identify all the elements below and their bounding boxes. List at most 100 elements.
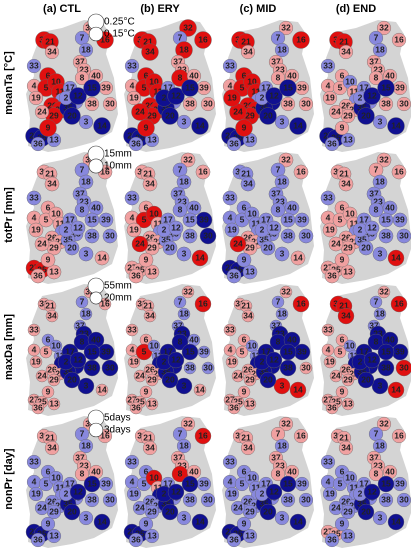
station-marker — [142, 440, 158, 456]
station-label: 8 — [276, 468, 281, 478]
station-label: 29 — [49, 374, 59, 384]
station-label: 10 — [345, 340, 355, 350]
legend-label: 55mm — [104, 281, 132, 292]
station-label: 36 — [33, 138, 43, 148]
station-marker — [28, 222, 44, 238]
station-marker — [274, 42, 290, 58]
station-label: 37 — [369, 320, 379, 330]
station-marker — [44, 176, 60, 192]
station-label: 38 — [381, 494, 391, 504]
station-label: 21 — [241, 300, 251, 310]
station-label: 40 — [189, 70, 199, 80]
station-marker — [372, 174, 388, 190]
station-label: 15 — [283, 82, 293, 92]
station-label: 6 — [144, 334, 149, 344]
station-marker — [292, 31, 310, 49]
station-marker — [126, 90, 142, 106]
panel: 3216718312134373323840645101117139262229… — [221, 416, 314, 548]
station-marker — [378, 228, 394, 244]
station-marker — [368, 466, 384, 482]
station-label: 23 — [79, 328, 89, 338]
station-label: 20 — [67, 242, 77, 252]
station-label: 11 — [56, 350, 65, 360]
station-label: 16 — [296, 430, 306, 440]
station-marker — [226, 136, 242, 152]
station-label: 7 — [80, 428, 85, 438]
station-label: 4 — [326, 80, 331, 90]
station-label: 7 — [80, 296, 85, 306]
station-marker — [41, 385, 55, 399]
station-marker — [34, 236, 50, 252]
station-marker — [30, 136, 46, 152]
station-label: 16 — [198, 298, 208, 308]
station-label: 40 — [287, 70, 297, 80]
station-label: 7 — [374, 296, 379, 306]
station-label: 23 — [373, 196, 383, 206]
station-label: 36 — [327, 402, 337, 412]
station-label: 17 — [359, 82, 369, 92]
station-label: 24 — [331, 106, 341, 116]
station-marker — [338, 44, 354, 60]
station-marker — [320, 58, 336, 74]
station-label: 37 — [173, 320, 183, 330]
station-marker — [243, 373, 257, 387]
station-marker — [235, 345, 249, 359]
station-marker — [171, 333, 189, 351]
station-label: 26 — [243, 232, 253, 242]
station-marker — [30, 532, 46, 548]
station-label: 29 — [147, 110, 157, 120]
station-label: 4 — [228, 476, 233, 486]
station-label: 12 — [367, 486, 377, 496]
station-label: 37 — [75, 452, 85, 462]
station-label: 35 — [259, 234, 269, 244]
station-label: 25 — [233, 528, 243, 538]
station-label: 13 — [343, 530, 353, 540]
station-label: 4 — [326, 476, 331, 486]
station-marker — [45, 309, 59, 323]
station-label: 6 — [144, 202, 149, 212]
station-marker — [337, 307, 355, 325]
station-label: 36 — [327, 270, 337, 280]
station-label: 32 — [379, 154, 389, 164]
station-marker — [321, 323, 335, 337]
station-marker — [44, 440, 60, 456]
station-label: 29 — [245, 242, 255, 252]
station-label: 25 — [37, 264, 47, 274]
station-marker — [325, 401, 339, 415]
station-label: 10 — [149, 208, 159, 218]
station-marker — [28, 486, 44, 502]
station-label: 26 — [243, 100, 253, 110]
station-label: 32 — [281, 418, 291, 428]
station-label: 8 — [178, 72, 183, 82]
station-label: 33 — [323, 324, 333, 334]
station-marker — [77, 377, 95, 395]
station-label: 2 — [260, 92, 265, 102]
station-label: 13 — [147, 266, 157, 276]
station-label: 8 — [80, 336, 85, 346]
station-label: 30 — [203, 362, 213, 372]
panel: 3216718312134373323840645101117139262229… — [320, 284, 411, 416]
station-label: 10 — [149, 472, 159, 482]
station-label: 34 — [243, 442, 253, 452]
station-label: 21 — [45, 432, 55, 442]
station-marker — [139, 385, 153, 399]
station-marker — [387, 117, 405, 135]
station-label: 6 — [46, 202, 51, 212]
station-marker — [78, 438, 94, 454]
station-marker — [46, 264, 62, 280]
station-label: 19 — [129, 488, 139, 498]
station-marker — [181, 285, 195, 299]
station-marker — [376, 20, 392, 36]
station-label: 11 — [350, 86, 359, 96]
station-label: 14 — [97, 252, 107, 262]
station-marker — [63, 107, 81, 125]
station-label: 12 — [269, 486, 279, 496]
station-label: 26 — [341, 496, 351, 506]
station-label: 26 — [341, 232, 351, 242]
station-label: 38 — [283, 230, 293, 240]
station-label: 33 — [29, 324, 39, 334]
station-label: 16 — [394, 430, 404, 440]
legend-marker — [88, 26, 104, 42]
station-label: 4 — [130, 212, 135, 222]
